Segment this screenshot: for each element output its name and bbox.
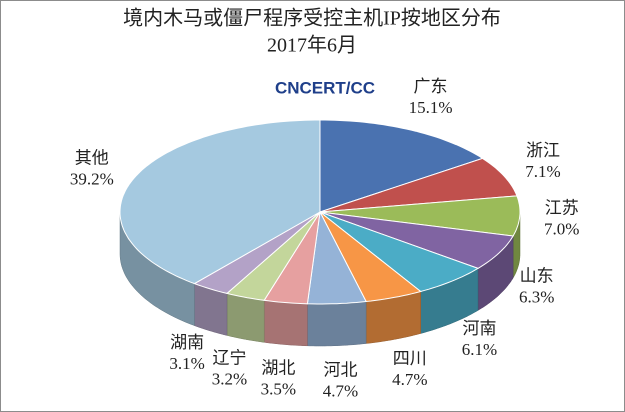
value-label: 15.1% <box>409 98 453 117</box>
slice-label: 四川 <box>393 349 427 368</box>
slice-label: 广东 <box>414 77 448 96</box>
slice-label: 其他 <box>75 148 109 167</box>
slice <box>306 210 367 305</box>
value-label: 7.1% <box>525 162 560 181</box>
slice-label: 河北 <box>324 360 358 379</box>
slice-side <box>226 293 265 343</box>
value-label: 3.5% <box>261 379 296 398</box>
slice-label: 湖北 <box>261 358 295 377</box>
value-label: 39.2% <box>70 169 114 188</box>
value-label: 4.7% <box>323 381 358 400</box>
value-label: 3.1% <box>169 354 204 373</box>
slice <box>319 119 484 213</box>
slice-label: 辽宁 <box>213 349 247 368</box>
slice-label: 山东 <box>520 267 554 286</box>
slice-label: 江苏 <box>545 198 579 217</box>
value-label: 3.2% <box>212 370 247 389</box>
slice <box>319 157 518 213</box>
slice <box>319 211 514 269</box>
slice <box>319 211 422 303</box>
slice <box>319 195 521 237</box>
chart-title: 境内木马或僵尸程序受控主机IP按地区分布 <box>123 7 501 30</box>
slice <box>319 211 480 293</box>
slice <box>119 119 321 285</box>
slice-side <box>263 300 308 347</box>
logo: CNCERT/CC <box>275 78 375 97</box>
slice <box>193 211 321 294</box>
value-label: 6.1% <box>462 340 497 359</box>
value-label: 6.3% <box>519 288 554 307</box>
value-label: 7.0% <box>544 219 579 238</box>
slice-label: 湖南 <box>170 333 204 352</box>
slice <box>225 211 321 301</box>
slice-label: 浙江 <box>526 141 560 160</box>
value-label: 4.7% <box>392 370 427 389</box>
slice-side <box>307 301 367 347</box>
slice-label: 河南 <box>462 319 496 338</box>
chart-subtitle: 2017年6月 <box>267 34 357 57</box>
